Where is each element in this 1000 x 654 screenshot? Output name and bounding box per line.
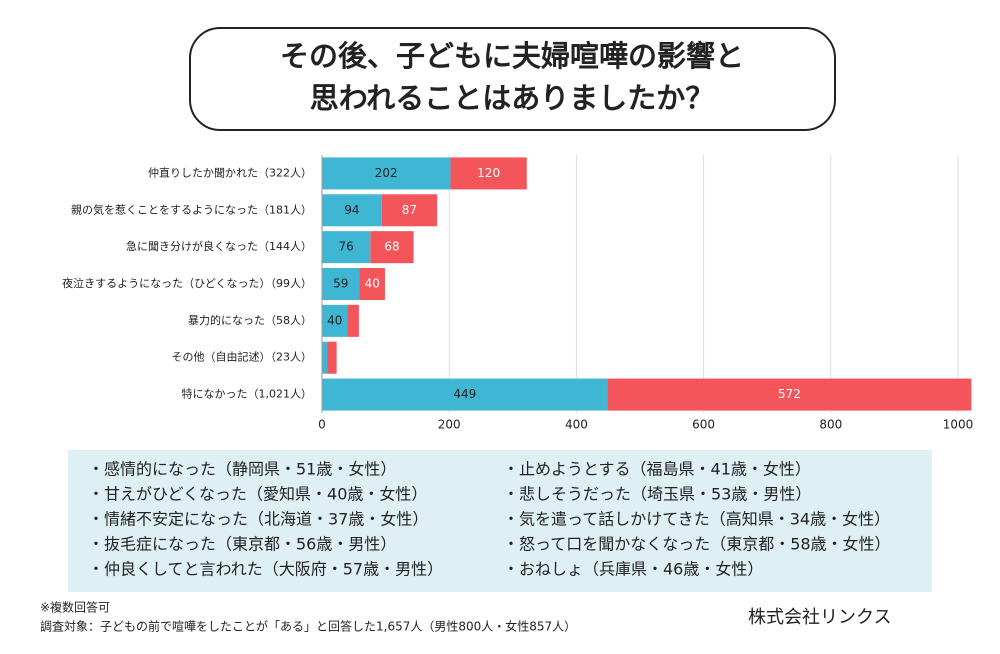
value-label: 87 — [402, 203, 417, 217]
title-line: その後、子どもに夫婦喧嘩の影響と — [280, 39, 744, 73]
value-label: 572 — [778, 387, 801, 401]
x-tick-label: 800 — [819, 418, 842, 432]
category-label: 急に聞き分けが良くなった（144人） — [126, 239, 312, 253]
x-tick-label: 600 — [692, 418, 715, 432]
comment: ・仲良くしてと言われた（大阪府・57歳・男性） — [88, 560, 443, 579]
bar-segment — [322, 341, 328, 374]
company: 株式会社リンクス — [748, 607, 891, 628]
x-tick-label: 400 — [565, 418, 588, 432]
comment-box — [68, 450, 932, 592]
note: ※複数回答可 — [40, 600, 110, 615]
value-label: 40 — [327, 313, 342, 327]
bar-segment — [607, 378, 972, 411]
bar-segment — [347, 304, 359, 337]
comment: ・甘えがひどくなった（愛知県・40歳・女性） — [88, 485, 427, 504]
value-label: 202 — [375, 166, 398, 180]
value-label: 68 — [384, 240, 399, 254]
category-label: その他（自由記述）（23人） — [172, 350, 313, 364]
bar-segment — [322, 304, 348, 337]
comment: ・怒って口を聞かなくなった（東京都・58歳・女性） — [503, 535, 891, 554]
category-label: 仲直りしたか聞かれた（322人） — [148, 165, 312, 179]
value-label: 59 — [333, 277, 348, 291]
bar-segment — [327, 341, 337, 374]
value-label: 94 — [344, 203, 359, 217]
bar-segment — [359, 268, 385, 300]
value-label: 76 — [339, 240, 354, 254]
title-box — [189, 27, 836, 131]
comment: ・抜毛症になった（東京都・56歳・男性） — [88, 535, 396, 554]
comment: ・情緒不安定になった（北海道・37歳・女性） — [88, 510, 428, 529]
comment: ・気を遣って話しかけてきた（高知県・34歳・女性） — [503, 510, 890, 529]
value-label: 120 — [477, 166, 500, 180]
comment: ・止めようとする（福島県・41歳・女性） — [503, 460, 811, 479]
x-tick-label: 200 — [438, 418, 461, 432]
category-label: 親の気を惹くことをするようになった（181人） — [71, 202, 312, 216]
bar-segment — [370, 231, 414, 264]
category-label: 特になかった（1,021人） — [182, 387, 313, 401]
bar-segment — [322, 231, 371, 264]
comment: ・おねしょ（兵庫県・46歳・女性） — [503, 560, 763, 579]
title-line: 思われることはありましたか？ — [310, 81, 715, 115]
value-label: 449 — [453, 387, 476, 401]
bar-segment — [322, 194, 382, 227]
bar-segment — [381, 194, 438, 227]
x-tick-label: 0 — [318, 418, 326, 432]
bar-segment — [322, 268, 360, 300]
bar-segment — [322, 157, 451, 190]
comment: ・悲しそうだった（埼玉県・53歳・男性） — [503, 485, 811, 504]
note: 調査対象：子どもの前で喧嘩をしたことが「ある」と回答した1,657人（男性800… — [40, 619, 576, 634]
bar-segment — [322, 378, 608, 411]
bar-segment — [450, 157, 527, 190]
category-label: 暴力的になった（58人） — [188, 313, 312, 327]
value-label: 40 — [365, 277, 380, 291]
category-label: 夜泣きするようになった（ひどくなった）（99人） — [62, 276, 312, 290]
comment: ・感情的になった（静岡県・51歳・女性） — [88, 460, 396, 479]
x-tick-label: 1000 — [943, 418, 974, 432]
